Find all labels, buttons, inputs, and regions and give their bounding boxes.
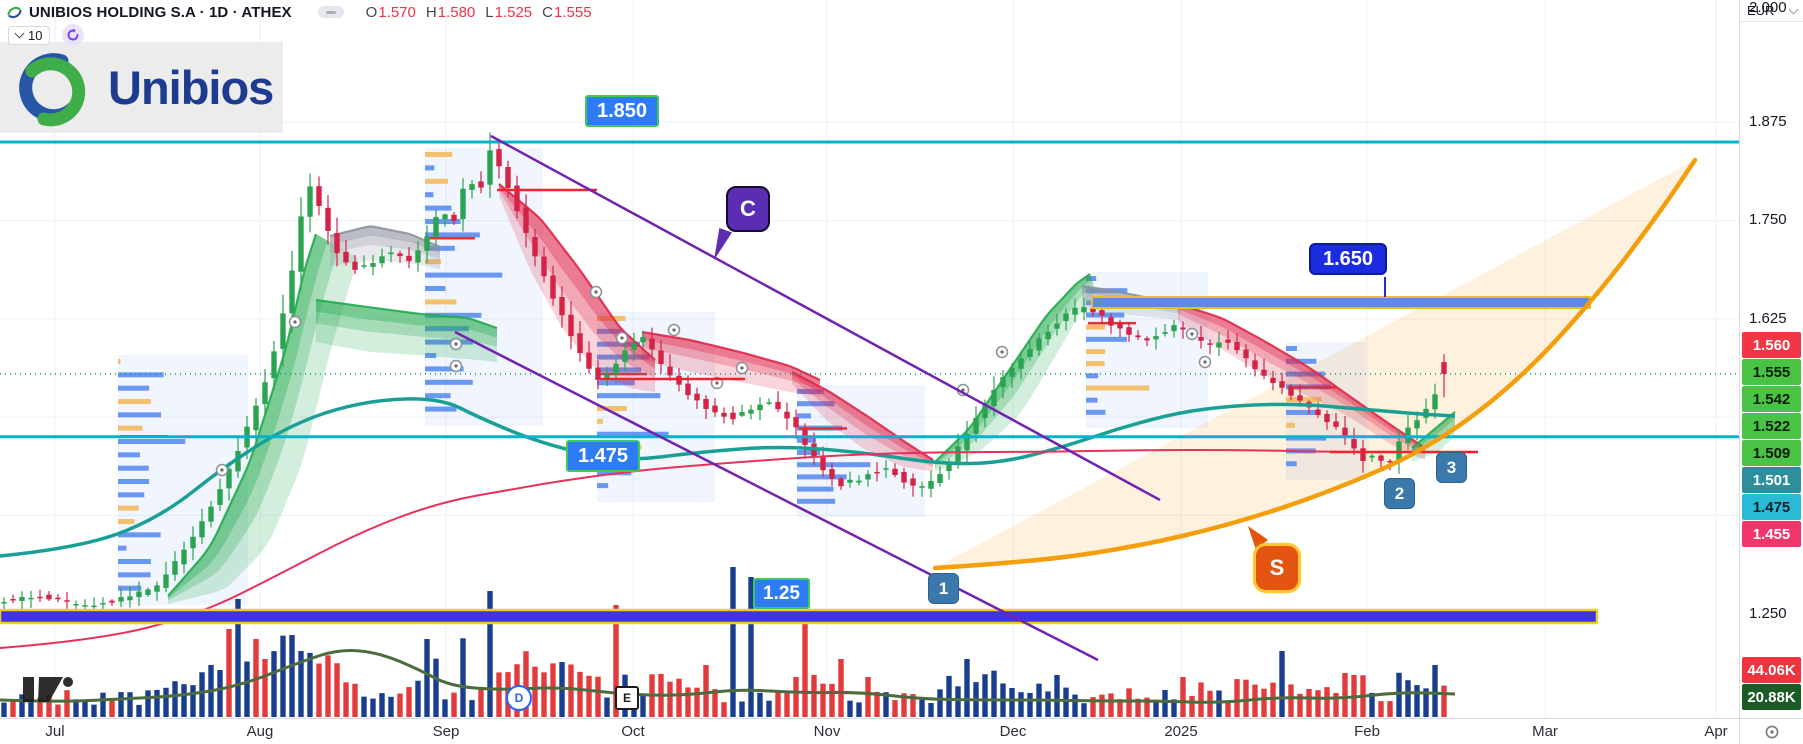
wave-badge-3[interactable]: 3 <box>1436 452 1467 483</box>
time-axis-label-Feb: Feb <box>1354 723 1380 740</box>
indicator-setting-dropdown[interactable]: 10 <box>8 25 51 45</box>
price-badge-1455: 1.455 <box>1742 521 1801 547</box>
low-value: 1.525 <box>494 3 533 21</box>
close-value: 1.555 <box>554 3 592 21</box>
price-badge-1522: 1.522 <box>1742 413 1801 439</box>
axis-corner <box>1739 718 1803 744</box>
support-bubble[interactable]: S <box>1256 546 1298 590</box>
dividend-marker[interactable]: D <box>506 685 532 711</box>
tradingview-logo-icon[interactable] <box>22 676 84 703</box>
level-label-1650[interactable]: 1.650 <box>1309 243 1388 275</box>
chart-canvas[interactable] <box>0 0 1739 718</box>
currency-label: EUR <box>1747 3 1775 18</box>
price-badge-2088K: 20.88K <box>1742 684 1801 710</box>
refresh-button[interactable] <box>62 24 85 46</box>
time-axis-label-Dec: Dec <box>999 723 1027 740</box>
time-axis-label-Oct: Oct <box>621 723 645 740</box>
chart-legend: UNIBIOS HOLDING S.A · 1D · ATHEX O 1.570 … <box>0 0 900 46</box>
symbol-icon <box>7 6 22 18</box>
price-badge-1501: 1.501 <box>1742 467 1801 493</box>
high-value: 1.580 <box>437 3 476 21</box>
time-axis-label-Mar: Mar <box>1532 723 1558 740</box>
currency-selector[interactable]: EUR <box>1740 0 1803 22</box>
price-badge-1560: 1.560 <box>1742 332 1801 358</box>
symbol-title[interactable]: UNIBIOS HOLDING S.A · 1D · ATHEX <box>29 3 292 21</box>
wave-badge-1[interactable]: 1 <box>928 573 959 604</box>
time-axis[interactable]: Jul Aug Sep Oct Nov Dec 2025 Feb Mar Apr <box>0 718 1739 744</box>
level-label-1850[interactable]: 1.850 <box>585 95 660 127</box>
price-axis-label: 2.000 <box>1749 0 1787 16</box>
price-axis-label: 1.750 <box>1749 211 1787 228</box>
price-axis-label: 1.875 <box>1749 113 1787 130</box>
channel-bubble[interactable]: C <box>726 186 770 232</box>
price-axis[interactable]: EUR 2.000 1.875 1.750 1.625 1.250 1.560 1.555 1… <box>1739 0 1803 744</box>
level-label-125[interactable]: 1.25 <box>753 578 810 609</box>
scale-settings-icon[interactable] <box>1764 724 1780 740</box>
time-axis-label-Aug: Aug <box>246 723 274 740</box>
wave-badge-2[interactable]: 2 <box>1384 478 1415 509</box>
indicator-setting-value: 10 <box>28 27 43 43</box>
level-label-1475[interactable]: 1.475 <box>566 440 641 472</box>
time-axis-label-Nov: Nov <box>813 723 841 740</box>
price-badge-1555: 1.555 <box>1742 359 1801 385</box>
price-badge-1509: 1.509 <box>1742 440 1801 466</box>
price-badge-1475: 1.475 <box>1742 494 1801 520</box>
price-badge-4406K: 44.06K <box>1742 657 1801 683</box>
brand-name: Unibios <box>108 61 274 114</box>
ohlc-values: O 1.570 H 1.580 L 1.525 C 1.555 <box>365 3 592 21</box>
time-axis-label-2025: 2025 <box>1164 723 1198 740</box>
level-1650-connector <box>1384 277 1386 297</box>
legend-more-button[interactable] <box>317 6 344 18</box>
unibios-logo-icon <box>19 52 86 126</box>
open-value: 1.570 <box>378 3 416 21</box>
time-axis-label-Apr: Apr <box>1704 723 1728 740</box>
refresh-icon <box>68 28 79 41</box>
earnings-marker[interactable]: E <box>615 686 639 710</box>
price-axis-label: 1.250 <box>1749 605 1787 622</box>
chevron-down-icon <box>14 28 25 39</box>
price-badge-1542: 1.542 <box>1742 386 1801 412</box>
time-axis-label-Sep: Sep <box>432 723 460 740</box>
brand-watermark: Unibios <box>0 42 283 133</box>
time-axis-label-Jul: Jul <box>45 723 65 740</box>
price-axis-label: 1.625 <box>1749 310 1787 327</box>
